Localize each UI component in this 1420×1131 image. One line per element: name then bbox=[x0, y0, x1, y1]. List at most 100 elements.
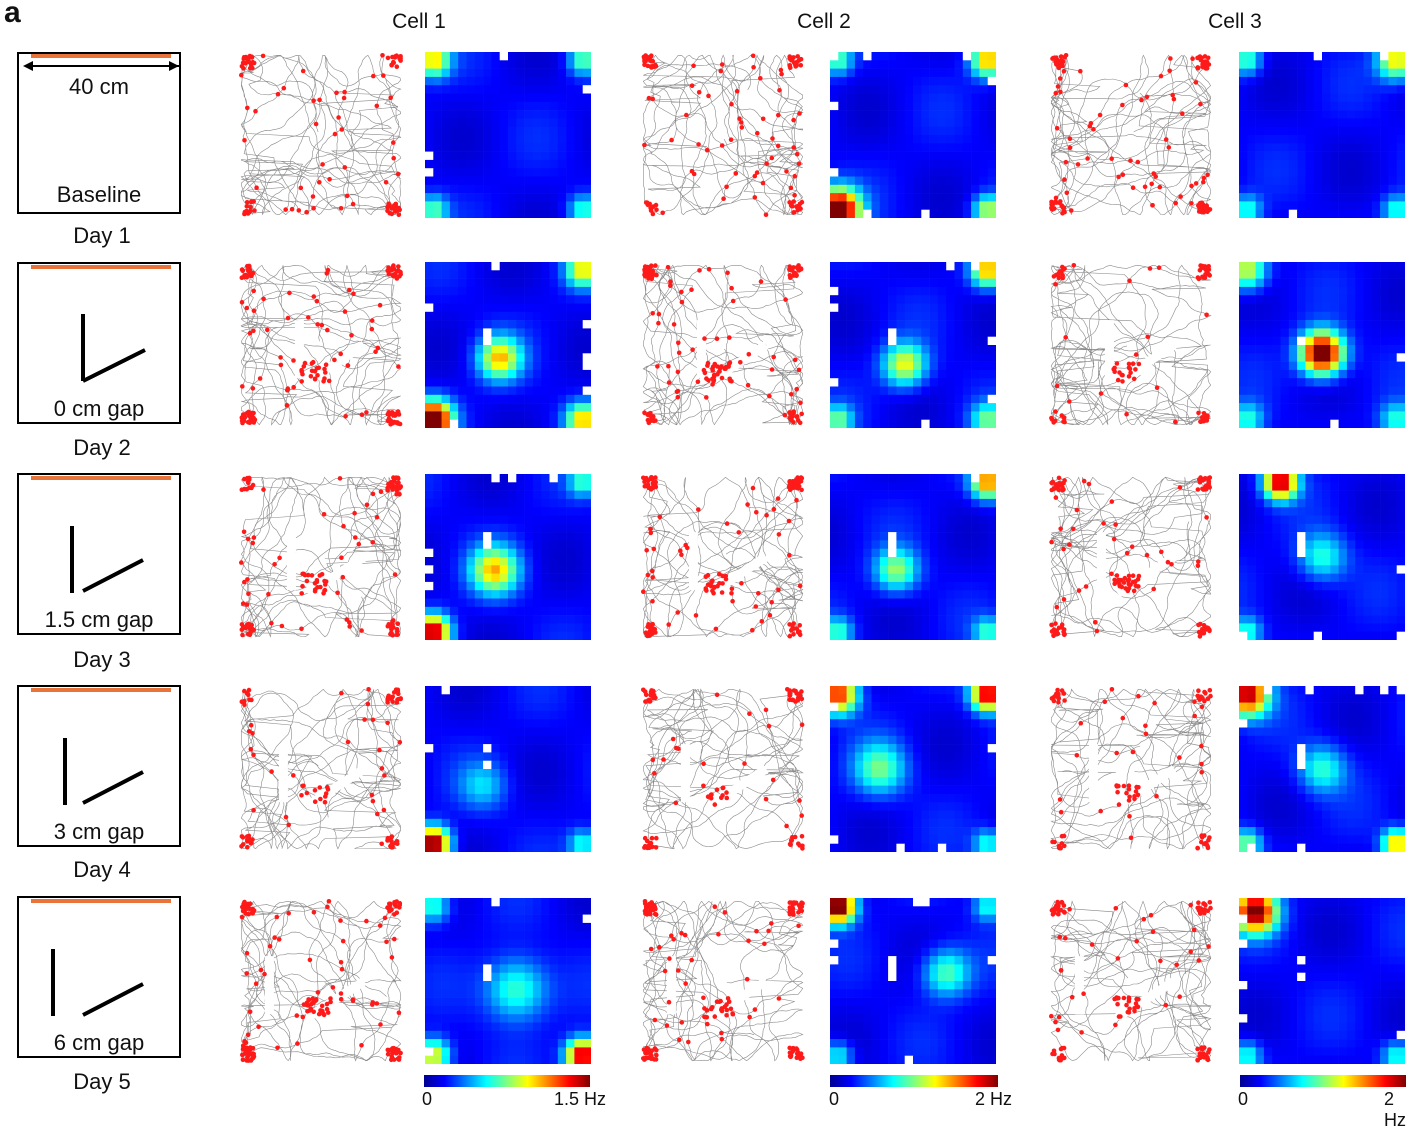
spike-marker bbox=[318, 785, 323, 790]
spike-marker bbox=[394, 492, 399, 497]
spike-marker bbox=[795, 477, 800, 482]
spike-marker bbox=[1127, 814, 1132, 819]
spike-marker bbox=[1204, 313, 1209, 318]
spike-marker bbox=[299, 369, 304, 374]
spike-marker bbox=[386, 1052, 391, 1057]
spike-marker bbox=[649, 531, 654, 536]
spike-marker bbox=[1109, 572, 1114, 577]
spike-marker bbox=[239, 844, 244, 849]
spike-marker bbox=[1205, 173, 1210, 178]
spike-marker bbox=[787, 264, 792, 269]
spike-marker bbox=[667, 380, 672, 385]
rate-map-day3-cell2 bbox=[830, 474, 996, 640]
spike-marker bbox=[648, 841, 653, 846]
spike-marker bbox=[729, 137, 734, 142]
spike-marker bbox=[666, 265, 671, 270]
spike-marker bbox=[239, 73, 244, 78]
spike-marker bbox=[654, 1057, 659, 1062]
spike-marker bbox=[1201, 487, 1206, 492]
spike-marker bbox=[1113, 522, 1118, 527]
spike-marker bbox=[685, 546, 690, 551]
spike-marker bbox=[676, 968, 681, 973]
spike-marker bbox=[275, 915, 280, 920]
spike-marker bbox=[250, 55, 255, 60]
spike-marker bbox=[658, 515, 663, 520]
spike-marker bbox=[651, 758, 656, 763]
spike-marker bbox=[653, 63, 658, 68]
spike-marker bbox=[1206, 838, 1211, 843]
spike-marker bbox=[1117, 802, 1122, 807]
spike-marker bbox=[1059, 58, 1064, 63]
spike-marker bbox=[1124, 83, 1129, 88]
spike-marker bbox=[244, 971, 249, 976]
spike-marker bbox=[366, 702, 371, 707]
spike-marker bbox=[730, 587, 735, 592]
spike-marker bbox=[725, 271, 730, 276]
spike-marker bbox=[339, 691, 344, 696]
spike-marker bbox=[249, 747, 254, 752]
spike-marker bbox=[1169, 562, 1174, 567]
spike-marker bbox=[1131, 185, 1136, 190]
spike-marker bbox=[398, 270, 403, 275]
spike-marker bbox=[1196, 411, 1201, 416]
spike-marker bbox=[1058, 90, 1063, 95]
spike-marker bbox=[331, 985, 336, 990]
spike-marker bbox=[1057, 1058, 1062, 1063]
spike-marker bbox=[729, 1007, 734, 1012]
spike-marker bbox=[646, 418, 651, 423]
spike-marker bbox=[706, 573, 711, 578]
spike-marker bbox=[382, 773, 387, 778]
spike-marker bbox=[1128, 158, 1133, 163]
spike-marker bbox=[362, 717, 367, 722]
spike-marker bbox=[793, 358, 798, 363]
cell-2-title: Cell 2 bbox=[744, 10, 904, 34]
spike-marker bbox=[762, 942, 767, 947]
spike-marker bbox=[704, 588, 709, 593]
spike-marker bbox=[286, 911, 291, 916]
trajectory-path bbox=[241, 265, 400, 424]
spike-marker bbox=[1198, 102, 1203, 107]
spike-marker bbox=[667, 956, 672, 961]
spike-marker bbox=[799, 813, 804, 818]
spike-marker bbox=[380, 53, 385, 58]
spike-marker bbox=[764, 708, 769, 713]
spike-marker bbox=[1132, 589, 1137, 594]
spike-marker bbox=[648, 527, 653, 532]
spike-marker bbox=[1070, 995, 1075, 1000]
spike-marker bbox=[1136, 160, 1141, 165]
spike-marker bbox=[735, 89, 740, 94]
spike-marker bbox=[246, 1033, 251, 1038]
spike-marker bbox=[1050, 56, 1055, 61]
spike-marker bbox=[1053, 409, 1058, 414]
spike-marker bbox=[315, 578, 320, 583]
spike-marker bbox=[720, 793, 725, 798]
spike-marker bbox=[396, 172, 401, 177]
spike-marker bbox=[646, 698, 651, 703]
trajectory-plot-day5-cell2 bbox=[640, 898, 806, 1064]
rate-map-day2-cell3 bbox=[1239, 262, 1405, 428]
spike-marker bbox=[357, 542, 362, 547]
wall-diagonal bbox=[83, 350, 145, 381]
spike-marker bbox=[1195, 846, 1200, 851]
spike-marker bbox=[800, 844, 805, 849]
spike-marker bbox=[1206, 1050, 1211, 1055]
env-label-day-1: Baseline bbox=[19, 182, 179, 208]
spike-marker bbox=[672, 322, 677, 327]
spike-marker bbox=[395, 632, 400, 637]
spike-marker bbox=[1202, 210, 1207, 215]
spike-marker bbox=[1206, 697, 1211, 702]
spike-marker bbox=[711, 591, 716, 596]
spike-marker bbox=[245, 200, 250, 205]
spike-marker bbox=[661, 757, 666, 762]
spike-marker bbox=[724, 577, 729, 582]
spike-marker bbox=[1056, 272, 1061, 277]
spike-marker bbox=[1196, 623, 1201, 628]
spike-marker bbox=[1158, 185, 1163, 190]
spike-marker bbox=[312, 294, 317, 299]
spike-marker bbox=[385, 721, 390, 726]
spike-marker bbox=[1208, 688, 1213, 693]
spike-marker bbox=[1200, 705, 1205, 710]
spike-marker bbox=[1146, 335, 1151, 340]
spike-marker bbox=[679, 552, 684, 557]
spike-marker bbox=[788, 487, 793, 492]
